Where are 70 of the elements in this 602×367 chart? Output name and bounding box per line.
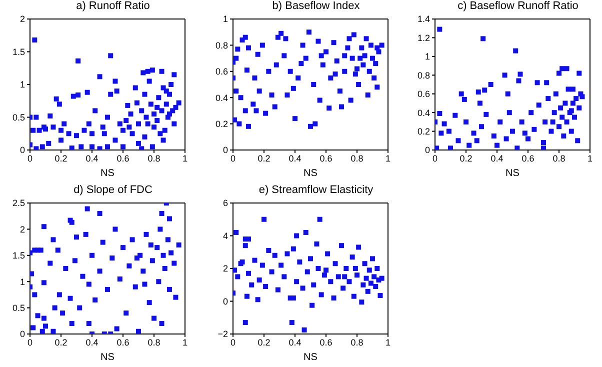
y-tick-label: 1 [20,80,25,90]
y-tick-label: 1 [20,276,25,287]
x-tick-label: 0 [230,153,236,164]
x-tick-label: 1 [385,153,391,164]
x-tick-label: 0.8 [350,337,364,348]
y-tick-label: 0.8 [417,70,430,80]
x-tick-label: 0.4 [288,337,302,348]
x-axis-title: NS [304,352,318,363]
chart-title: d) Slope of FDC [72,184,154,198]
chart-title: c) Baseflow Runoff Ratio [456,0,580,14]
y-tick-label: 1 [222,14,228,24]
x-tick-label: 0.8 [350,153,364,164]
y-tick-label: 4 [222,230,228,241]
y-tick-label: 1 [424,52,430,62]
x-tick-label: 0.8 [148,153,160,164]
y-tick-label: 1.4 [417,14,430,24]
y-tick-label: 1.5 [12,46,25,57]
x-tick-label: 0.2 [258,337,270,348]
y-tick-label: 0.6 [417,89,430,100]
y-tick-label: 0.8 [215,40,228,50]
y-tick-label: 0 [424,145,430,156]
x-tick-label: 0.6 [320,153,332,164]
y-tick-label: 0 [20,329,25,340]
y-tick-label: 0.4 [215,92,228,103]
x-tick-label: 1 [587,153,593,164]
x-axis-title: NS [506,168,520,179]
x-tick-label: 0.4 [86,337,98,348]
y-tick-label: 0 [222,296,228,306]
x-tick-label: 0.2 [54,337,68,348]
x-tick-label: 0.4 [86,153,98,164]
y-tick-label: 2 [20,224,25,234]
chart-title: e) Streamflow Elasticity [258,184,374,198]
y-tick-label: 1.5 [12,250,25,261]
y-tick-label: −2 [218,329,228,340]
x-tick-label: 0.2 [460,153,472,164]
y-tick-label: 1.2 [417,32,430,43]
x-axis-title: NS [304,168,318,179]
y-tick-label: 0.5 [12,112,25,122]
x-tick-label: 0.8 [552,153,566,164]
x-tick-label: 1 [182,337,188,348]
y-tick-label: 0.2 [215,118,228,129]
x-tick-label: 0.4 [288,153,302,164]
y-tick-label: 6 [222,198,228,208]
y-tick-label: 0 [222,145,228,156]
y-tick-label: 2 [20,14,25,24]
x-tick-label: 0 [432,153,438,164]
x-tick-label: 0.6 [116,153,130,164]
y-tick-label: 2 [222,264,228,274]
x-tick-label: 0.8 [148,337,160,348]
x-tick-label: 0 [27,153,33,164]
x-tick-label: 0 [230,337,236,348]
x-tick-label: 0.6 [116,337,130,348]
chart-title: a) Runoff Ratio [75,0,151,14]
y-tick-label: 0.6 [215,66,228,77]
y-tick-label: 2.5 [12,198,25,208]
x-tick-label: 1 [385,337,391,348]
x-tick-label: 0.4 [490,153,504,164]
y-tick-label: 0.5 [12,302,25,313]
y-tick-label: 0 [20,145,25,156]
x-tick-label: 0.6 [320,337,332,348]
x-tick-label: 0.2 [258,153,270,164]
x-tick-label: 0 [27,337,33,348]
x-tick-label: 0.2 [54,153,68,164]
y-tick-label: 0.2 [417,126,430,136]
chart-title: b) Baseflow Index [271,0,361,14]
x-axis-title: NS [100,352,115,363]
x-tick-label: 0.6 [522,153,534,164]
y-tick-label: 0.4 [417,108,430,118]
x-tick-label: 1 [182,153,188,164]
x-axis-title: NS [100,168,115,179]
